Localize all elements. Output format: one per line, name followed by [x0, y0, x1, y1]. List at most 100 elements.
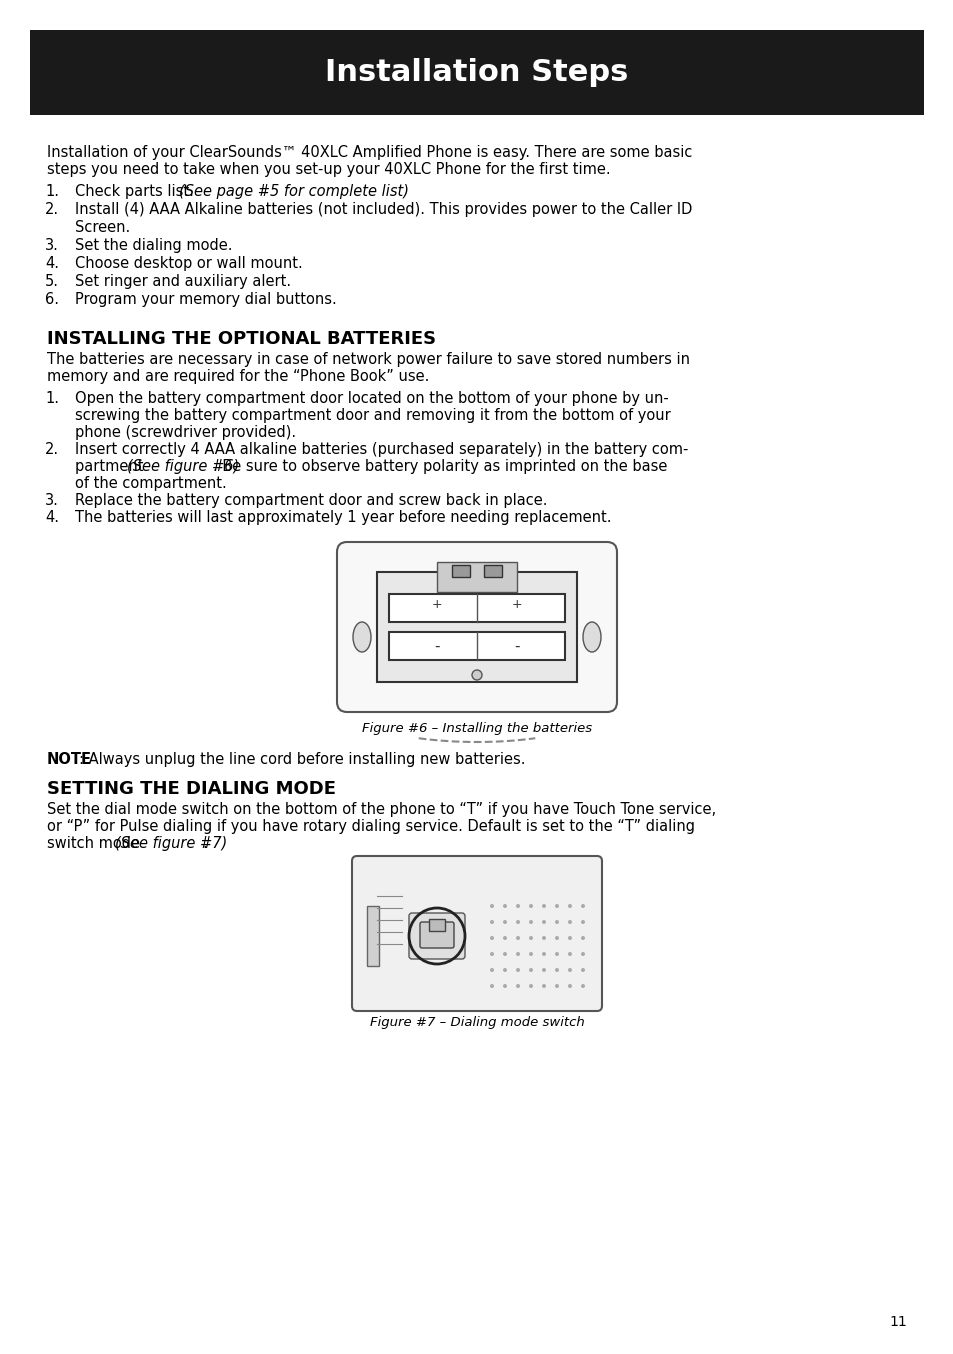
Text: Set ringer and auxiliary alert.: Set ringer and auxiliary alert. [75, 274, 291, 288]
Text: Installation Steps: Installation Steps [325, 58, 628, 87]
Text: partment: partment [75, 459, 148, 474]
Circle shape [502, 952, 506, 956]
Text: 2.: 2. [45, 202, 59, 217]
Bar [376, 571, 577, 682]
Bar [452, 565, 470, 577]
Circle shape [580, 936, 584, 940]
Circle shape [529, 984, 533, 988]
Circle shape [555, 936, 558, 940]
Circle shape [567, 919, 572, 923]
FancyBboxPatch shape [30, 30, 923, 115]
Text: Replace the battery compartment door and screw back in place.: Replace the battery compartment door and… [75, 493, 547, 508]
Bar [483, 565, 501, 577]
Text: Check parts list.: Check parts list. [75, 184, 198, 199]
FancyBboxPatch shape [336, 542, 617, 712]
Circle shape [541, 936, 545, 940]
Circle shape [541, 984, 545, 988]
Circle shape [516, 936, 519, 940]
Circle shape [567, 936, 572, 940]
Text: 4.: 4. [45, 510, 59, 525]
Circle shape [490, 952, 494, 956]
FancyBboxPatch shape [352, 856, 601, 1011]
Text: Insert correctly 4 AAA alkaline batteries (purchased separately) in the battery : Insert correctly 4 AAA alkaline batterie… [75, 441, 688, 458]
Text: 1.: 1. [45, 184, 59, 199]
Circle shape [567, 952, 572, 956]
Text: (See figure #7): (See figure #7) [115, 835, 227, 852]
Text: of the compartment.: of the compartment. [75, 477, 227, 492]
Text: The batteries are necessary in case of network power failure to save stored numb: The batteries are necessary in case of n… [47, 352, 689, 367]
Circle shape [490, 919, 494, 923]
Circle shape [472, 670, 481, 680]
Circle shape [516, 968, 519, 972]
Circle shape [580, 968, 584, 972]
Text: -: - [434, 639, 439, 654]
Text: phone (screwdriver provided).: phone (screwdriver provided). [75, 425, 295, 440]
Circle shape [555, 952, 558, 956]
Text: memory and are required for the “Phone Book” use.: memory and are required for the “Phone B… [47, 370, 429, 385]
Text: 6.: 6. [45, 292, 59, 307]
Circle shape [529, 952, 533, 956]
Circle shape [541, 904, 545, 909]
Text: 1.: 1. [45, 391, 59, 406]
Circle shape [529, 904, 533, 909]
Text: 11: 11 [888, 1315, 906, 1330]
Text: : Always unplug the line cord before installing new batteries.: : Always unplug the line cord before ins… [79, 751, 525, 766]
Circle shape [580, 919, 584, 923]
Text: (See page #5 for complete list): (See page #5 for complete list) [179, 184, 409, 199]
Circle shape [529, 968, 533, 972]
Text: or “P” for Pulse dialing if you have rotary dialing service. Default is set to t: or “P” for Pulse dialing if you have rot… [47, 819, 695, 834]
Circle shape [567, 984, 572, 988]
Circle shape [580, 952, 584, 956]
Text: +: + [432, 598, 442, 612]
Text: .: . [202, 835, 207, 852]
Circle shape [490, 936, 494, 940]
Circle shape [502, 984, 506, 988]
Circle shape [555, 919, 558, 923]
Circle shape [502, 919, 506, 923]
Bar [389, 594, 564, 621]
Circle shape [516, 952, 519, 956]
Text: screwing the battery compartment door and removing it from the bottom of your: screwing the battery compartment door an… [75, 408, 670, 422]
Text: -: - [514, 639, 519, 654]
Text: Screen.: Screen. [75, 219, 131, 236]
FancyBboxPatch shape [419, 922, 454, 948]
Circle shape [555, 984, 558, 988]
Text: Figure #7 – Dialing mode switch: Figure #7 – Dialing mode switch [369, 1016, 584, 1029]
Text: Choose desktop or wall mount.: Choose desktop or wall mount. [75, 256, 302, 271]
Circle shape [541, 952, 545, 956]
Text: Figure #6 – Installing the batteries: Figure #6 – Installing the batteries [361, 722, 592, 735]
Circle shape [580, 904, 584, 909]
Text: NOTE: NOTE [47, 751, 91, 766]
Circle shape [541, 968, 545, 972]
Text: +: + [511, 598, 521, 612]
Text: switch mode: switch mode [47, 835, 145, 852]
Circle shape [490, 984, 494, 988]
Circle shape [541, 919, 545, 923]
Circle shape [502, 904, 506, 909]
Text: 3.: 3. [45, 493, 59, 508]
Text: (See figure #6): (See figure #6) [127, 459, 239, 474]
Text: 5.: 5. [45, 274, 59, 288]
Circle shape [516, 904, 519, 909]
Circle shape [502, 936, 506, 940]
Text: . Be sure to observe battery polarity as imprinted on the base: . Be sure to observe battery polarity as… [213, 459, 667, 474]
Text: Set the dialing mode.: Set the dialing mode. [75, 238, 233, 253]
Circle shape [516, 919, 519, 923]
Circle shape [516, 984, 519, 988]
Text: Set the dial mode switch on the bottom of the phone to “T” if you have Touch Ton: Set the dial mode switch on the bottom o… [47, 802, 716, 816]
Circle shape [529, 936, 533, 940]
Circle shape [555, 968, 558, 972]
Text: 4.: 4. [45, 256, 59, 271]
Circle shape [490, 968, 494, 972]
Text: 3.: 3. [45, 238, 59, 253]
Text: Install (4) AAA Alkaline batteries (not included). This provides power to the Ca: Install (4) AAA Alkaline batteries (not … [75, 202, 692, 217]
Text: SETTING THE DIALING MODE: SETTING THE DIALING MODE [47, 780, 335, 798]
Circle shape [580, 984, 584, 988]
Circle shape [490, 904, 494, 909]
Circle shape [555, 904, 558, 909]
Circle shape [529, 919, 533, 923]
Circle shape [567, 968, 572, 972]
FancyBboxPatch shape [409, 913, 464, 959]
Text: Open the battery compartment door located on the bottom of your phone by un-: Open the battery compartment door locate… [75, 391, 668, 406]
Ellipse shape [353, 621, 371, 653]
